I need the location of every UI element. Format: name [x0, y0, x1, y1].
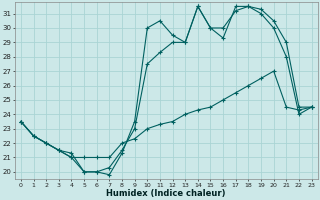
X-axis label: Humidex (Indice chaleur): Humidex (Indice chaleur): [107, 189, 226, 198]
